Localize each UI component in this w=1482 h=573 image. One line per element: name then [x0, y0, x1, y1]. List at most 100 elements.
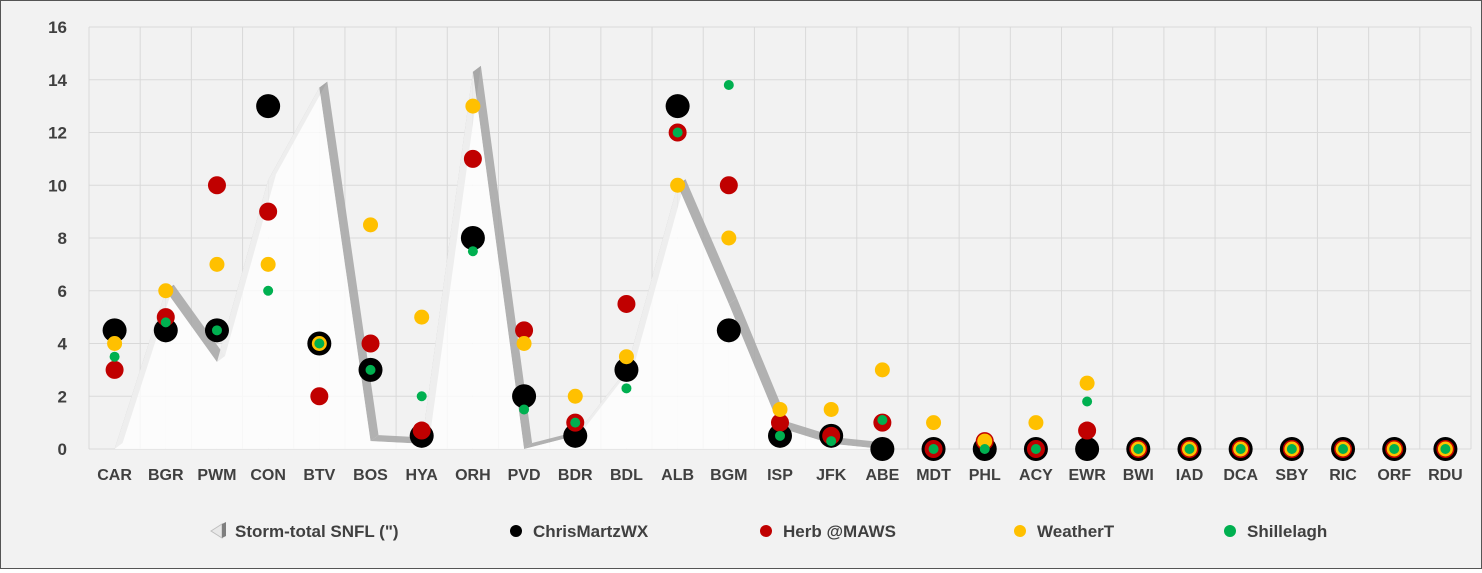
- y-tick-label: 14: [48, 71, 67, 90]
- x-tick-label: PVD: [508, 467, 541, 484]
- marker-shillelagh-pvd: [519, 404, 530, 415]
- marker-chrismartzwx-bdr: [563, 423, 588, 448]
- marker-chrismartzwx-pvd: [512, 384, 537, 409]
- marker-weathert-bdl: [618, 349, 634, 365]
- x-tick-label: BTV: [303, 467, 335, 484]
- x-tick-label: BDL: [610, 467, 643, 484]
- x-tick-label: SBY: [1275, 467, 1308, 484]
- marker-herb-maws-con: [259, 202, 278, 221]
- marker-shillelagh-iad: [1184, 444, 1195, 454]
- marker-shillelagh-alb: [672, 127, 683, 138]
- marker-chrismartzwx-abe: [870, 437, 895, 461]
- marker-chrismartzwx-ewr: [1075, 437, 1100, 461]
- legend-symbol-observed-side: [222, 522, 226, 538]
- x-tick-label: ABE: [865, 467, 899, 484]
- marker-weathert-bdr: [567, 388, 583, 404]
- observed-face-6: [421, 71, 473, 450]
- x-tick-label: ORF: [1377, 467, 1411, 484]
- marker-herb-maws-btv: [310, 387, 329, 406]
- legend-symbol-2: [760, 525, 772, 537]
- marker-shillelagh-bdl: [621, 383, 632, 394]
- marker-weathert-alb: [670, 177, 686, 193]
- marker-weathert-acy: [1028, 415, 1044, 431]
- marker-shillelagh-orf: [1389, 444, 1400, 454]
- marker-shillelagh-bgr: [160, 317, 171, 328]
- x-tick-label: IAD: [1176, 467, 1204, 484]
- observed-face-8: [524, 435, 576, 449]
- marker-weathert-pvd: [516, 336, 532, 351]
- marker-shillelagh-isp: [775, 430, 785, 441]
- marker-herb-maws-bos: [361, 334, 380, 353]
- marker-shillelagh-hya: [416, 391, 427, 402]
- x-tick-label: PHL: [969, 467, 1001, 484]
- observed-face-5: [370, 441, 422, 449]
- y-tick-label: 0: [58, 440, 67, 459]
- marker-shillelagh-sby: [1286, 444, 1297, 454]
- legend-symbol-observed: [210, 523, 223, 539]
- marker-shillelagh-bwi: [1133, 444, 1144, 454]
- marker-weathert-jfk: [823, 401, 839, 417]
- observed-face-9: [575, 369, 627, 449]
- x-tick-label: ISP: [767, 467, 793, 484]
- marker-shillelagh-mdt: [928, 444, 939, 454]
- marker-shillelagh-bdr: [570, 417, 581, 428]
- marker-herb-maws-ewr: [1078, 421, 1097, 440]
- y-tick-label: 10: [48, 176, 67, 195]
- legend-label: Herb @MAWS: [783, 522, 896, 541]
- marker-herb-maws-bgm: [719, 176, 738, 195]
- marker-shillelagh-ric: [1338, 444, 1349, 454]
- x-axis-ticks: CAR BGR PWM CON BTV BOS HYA ORH PVD BDR BDL ALB BGM I…: [97, 467, 1462, 484]
- marker-chrismartzwx-alb: [665, 94, 690, 119]
- y-tick-label: 8: [58, 229, 67, 248]
- marker-chrismartzwx-bgr: [153, 318, 178, 343]
- x-tick-label: RDU: [1428, 467, 1463, 484]
- observed-face-14: [831, 443, 883, 449]
- legend: Storm-total SNFL (") ChrisMartzWX Herb @MA…: [210, 522, 1327, 541]
- x-tick-label: RIC: [1329, 467, 1357, 484]
- marker-herb-maws-pwm: [207, 176, 226, 195]
- legend-symbol-1: [510, 525, 522, 537]
- observed-face-2: [216, 179, 269, 449]
- marker-shillelagh-car: [109, 351, 120, 362]
- legend-symbol-3: [1014, 525, 1026, 537]
- legend-label: Storm-total SNFL ("): [235, 522, 399, 541]
- y-tick-label: 16: [48, 18, 67, 37]
- x-tick-label: DCA: [1223, 467, 1258, 484]
- x-tick-label: EWR: [1068, 467, 1106, 484]
- marker-weathert-phl: [977, 433, 993, 449]
- marker-weathert-car: [107, 336, 123, 351]
- marker-shillelagh-orh: [467, 246, 478, 257]
- marker-shillelagh-ewr: [1082, 396, 1093, 407]
- marker-herb-maws-orh: [463, 149, 482, 168]
- marker-shillelagh-con: [263, 285, 274, 296]
- marker-herb-maws-bdl: [617, 294, 636, 313]
- marker-herb-maws-hya: [412, 421, 431, 440]
- x-tick-label: ALB: [661, 467, 694, 484]
- observed-side-11: [677, 179, 737, 304]
- marker-herb-maws-isp: [771, 413, 789, 432]
- marker-chrismartzwx-con: [256, 94, 281, 119]
- observed-face-11: [677, 185, 729, 449]
- marker-shillelagh-dca: [1235, 444, 1246, 454]
- x-tick-label: ACY: [1019, 467, 1053, 484]
- marker-chrismartzwx-orh: [460, 226, 485, 250]
- observed-side-12: [728, 297, 788, 428]
- observed-face-3: [268, 87, 320, 449]
- x-tick-label: BWI: [1123, 467, 1154, 484]
- marker-shillelagh-pwm: [211, 325, 222, 336]
- observed-face-10: [626, 185, 678, 449]
- observed-side-7: [472, 65, 533, 450]
- marker-weathert-bgm: [721, 230, 737, 246]
- marker-weathert-ewr: [1079, 375, 1095, 391]
- x-tick-label: JFK: [816, 467, 847, 484]
- x-tick-label: CAR: [97, 467, 132, 484]
- y-tick-label: 4: [58, 335, 68, 354]
- legend-label: ChrisMartzWX: [533, 522, 649, 541]
- observed-face-0: [114, 290, 166, 449]
- marker-shillelagh-jfk: [826, 436, 837, 447]
- marker-weathert-abe: [874, 362, 890, 378]
- x-tick-label: CON: [250, 467, 286, 484]
- marker-chrismartzwx-bgm: [716, 318, 741, 343]
- observed-snowfall-area: [114, 65, 891, 450]
